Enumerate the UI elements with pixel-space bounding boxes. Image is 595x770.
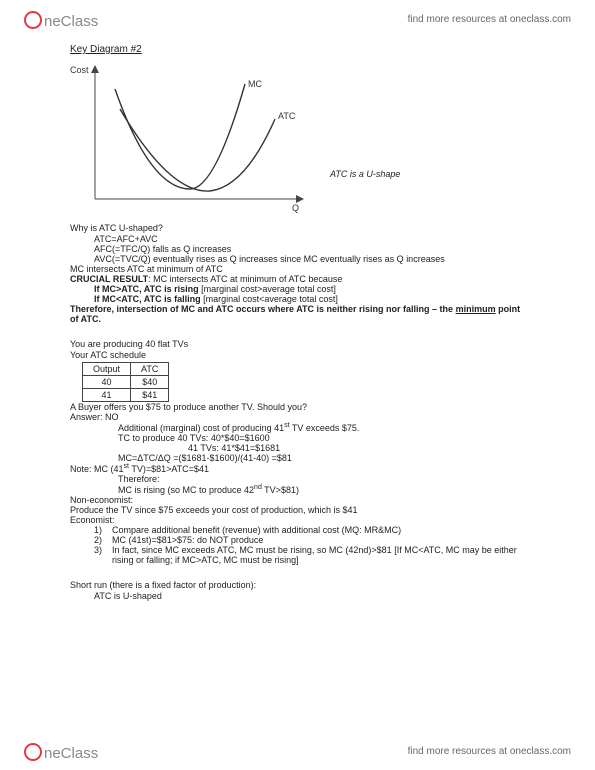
cost-diagram: Cost Q MC ATC bbox=[70, 59, 330, 214]
note-a: Note: MC (41 bbox=[70, 464, 124, 474]
mc-curve bbox=[115, 84, 245, 189]
atc-curve bbox=[120, 109, 275, 191]
list-text: Compare additional benefit (revenue) wit… bbox=[112, 525, 401, 535]
schedule-label: Your ATC schedule bbox=[70, 350, 530, 360]
why-u-shaped: Why is ATC U-shaped? bbox=[70, 222, 530, 234]
atc-schedule-table: Output ATC 40 $40 41 $41 bbox=[82, 362, 169, 402]
resources-link[interactable]: find more resources at oneclass.com bbox=[408, 14, 571, 25]
eq-atc: ATC=AFC+AVC bbox=[70, 234, 530, 244]
calc-line-2: TC to produce 40 TVs: 40*$40=$1600 bbox=[70, 433, 530, 443]
cell: $41 bbox=[131, 389, 169, 402]
if2b: [marginal cost<average total cost] bbox=[201, 294, 338, 304]
eq-avc: AVC(=TVC/Q) eventually rises as Q increa… bbox=[70, 254, 530, 264]
brand-name: neClass bbox=[44, 13, 98, 30]
diagram-caption: ATC is a U-shape bbox=[330, 169, 400, 179]
diagram-wrap: Cost Q MC ATC ATC is a U-shape bbox=[70, 59, 530, 216]
brand-logo-footer: neClass bbox=[24, 740, 98, 762]
sup-nd: nd bbox=[254, 484, 262, 491]
brand-name-footer: neClass bbox=[44, 745, 98, 762]
list-item: 3) In fact, since MC exceeds ATC, MC mus… bbox=[70, 545, 530, 565]
cell: 40 bbox=[83, 376, 131, 389]
list-num: 1) bbox=[94, 525, 112, 535]
calc-line-4: MC=ΔTC/ΔQ =($1681-$1600)/(41-40) =$81 bbox=[70, 453, 530, 463]
list-item: 2) MC (41st)=$81>$75: do NOT produce bbox=[70, 535, 530, 545]
nonecon-header: Non-economist: bbox=[70, 495, 530, 505]
page-title: Key Diagram #2 bbox=[70, 44, 530, 55]
footer-bar: neClass find more resources at oneclass.… bbox=[0, 732, 595, 770]
shortrun-atc: ATC is U-shaped bbox=[70, 591, 530, 601]
document-body: Key Diagram #2 Cost Q MC ATC ATC is a U-… bbox=[70, 44, 530, 601]
brand-logo: neClass bbox=[24, 8, 98, 30]
logo-circle-icon bbox=[24, 11, 42, 29]
calc-line-3: 41 TVs: 41*$41=$1681 bbox=[70, 443, 530, 453]
calc1a: Additional (marginal) cost of producing … bbox=[118, 423, 284, 433]
mc-intersect-line: MC intersects ATC at minimum of ATC bbox=[70, 264, 530, 274]
crucial-text: : MC intersects ATC at minimum of ATC be… bbox=[148, 274, 342, 284]
eq-afc: AFC(=TFC/Q) falls as Q increases bbox=[70, 244, 530, 254]
col-output: Output bbox=[83, 363, 131, 376]
cell: 41 bbox=[83, 389, 131, 402]
producing-line: You are producing 40 flat TVs bbox=[70, 338, 530, 350]
col-atc: ATC bbox=[131, 363, 169, 376]
answer-no: Answer: NO bbox=[70, 412, 530, 422]
table-header-row: Output ATC bbox=[83, 363, 169, 376]
nonecon-line: Produce the TV since $75 exceeds your co… bbox=[70, 505, 530, 515]
list-num: 3) bbox=[94, 545, 112, 565]
x-axis-label: Q bbox=[292, 203, 299, 213]
atc-label: ATC bbox=[278, 111, 296, 121]
economist-header: Economist: bbox=[70, 515, 530, 525]
list-item: 1) Compare additional benefit (revenue) … bbox=[70, 525, 530, 535]
therefore-b: minimum bbox=[456, 304, 496, 314]
calc-line-1: Additional (marginal) cost of producing … bbox=[70, 422, 530, 433]
table-row: 41 $41 bbox=[83, 389, 169, 402]
logo-circle-icon bbox=[24, 743, 42, 761]
resources-link-footer[interactable]: find more resources at oneclass.com bbox=[408, 746, 571, 757]
mc-rising-a: MC is rising (so MC to produce 42 bbox=[118, 485, 254, 495]
buyer-question: A Buyer offers you $75 to produce anothe… bbox=[70, 402, 530, 412]
if-mc-gt: If MC>ATC, ATC is rising [marginal cost>… bbox=[70, 284, 530, 294]
therefore-line: Therefore, intersection of MC and ATC oc… bbox=[70, 304, 530, 324]
list-text: In fact, since MC exceeds ATC, MC must b… bbox=[112, 545, 530, 565]
shortrun-line: Short run (there is a fixed factor of pr… bbox=[70, 579, 530, 591]
note-b: TV)=$81>ATC=$41 bbox=[129, 464, 209, 474]
header-bar: neClass find more resources at oneclass.… bbox=[0, 0, 595, 38]
table-row: 40 $40 bbox=[83, 376, 169, 389]
if-mc-lt: If MC<ATC, ATC is falling [marginal cost… bbox=[70, 294, 530, 304]
note-line: Note: MC (41st TV)=$81>ATC=$41 bbox=[70, 463, 530, 474]
list-num: 2) bbox=[94, 535, 112, 545]
cell: $40 bbox=[131, 376, 169, 389]
calc1b: TV exceeds $75. bbox=[290, 423, 360, 433]
if1a: If MC>ATC, ATC is rising bbox=[94, 284, 199, 294]
crucial-label: CRUCIAL RESULT bbox=[70, 274, 148, 284]
mc-rising-b: TV>$81) bbox=[262, 485, 299, 495]
list-text: MC (41st)=$81>$75: do NOT produce bbox=[112, 535, 263, 545]
if2a: If MC<ATC, ATC is falling bbox=[94, 294, 201, 304]
mc-label: MC bbox=[248, 79, 262, 89]
therefore-label: Therefore: bbox=[70, 474, 530, 484]
if1b: [marginal cost>average total cost] bbox=[199, 284, 336, 294]
y-axis-label: Cost bbox=[70, 65, 89, 75]
therefore-a: Therefore, intersection of MC and ATC oc… bbox=[70, 304, 456, 314]
crucial-result: CRUCIAL RESULT: MC intersects ATC at min… bbox=[70, 274, 530, 284]
mc-rising-line: MC is rising (so MC to produce 42nd TV>$… bbox=[70, 484, 530, 495]
